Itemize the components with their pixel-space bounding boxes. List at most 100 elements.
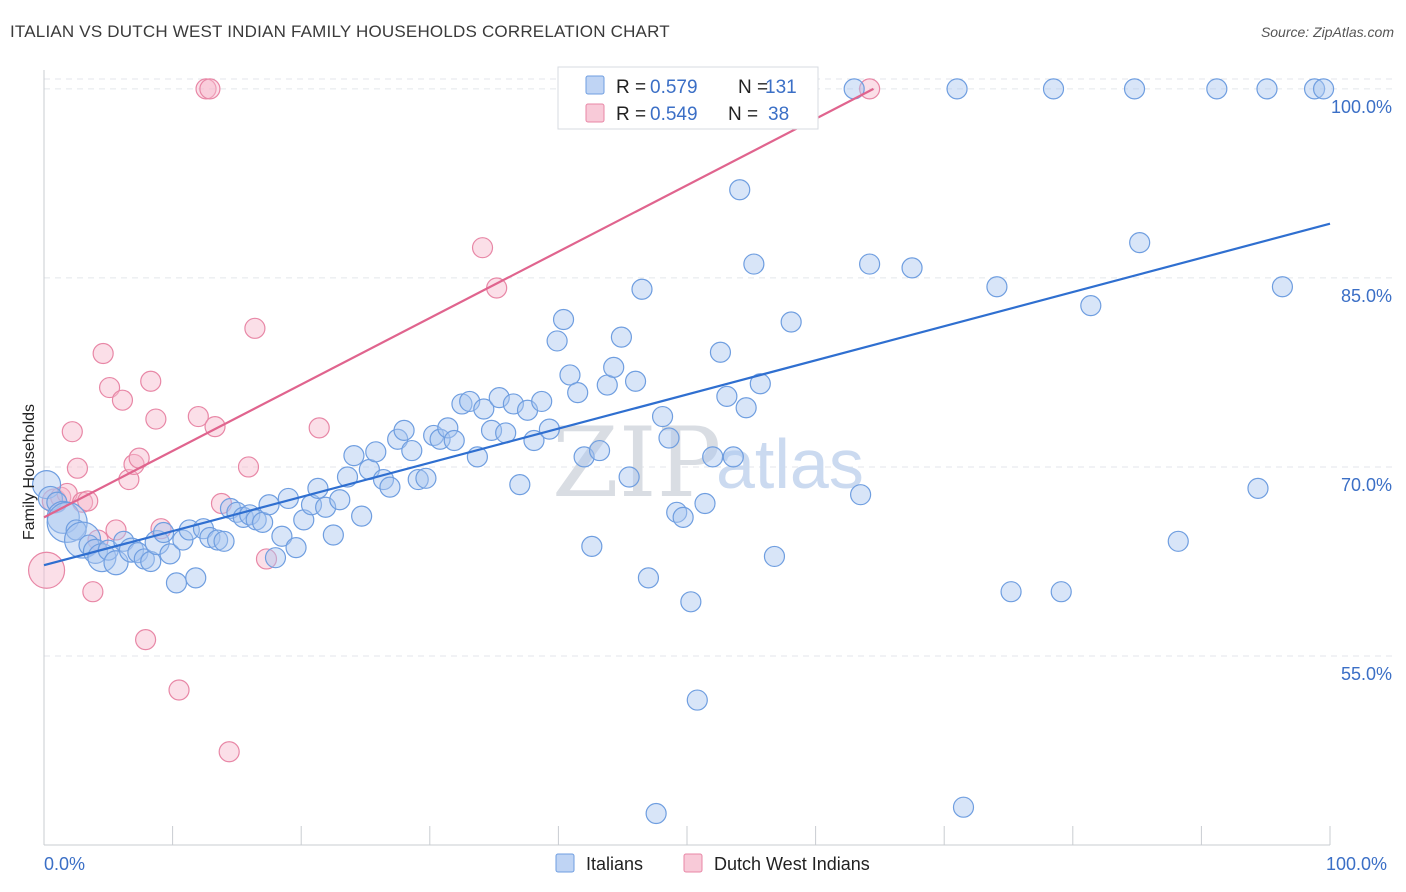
trend-lines [43,87,1331,567]
italians-point [199,526,221,549]
italians-point [952,796,975,818]
italians-point [415,467,437,489]
italians-point [336,466,359,488]
italians-point [702,446,724,468]
bottom-legend: Italians Dutch West Indians [555,853,870,874]
legend: R = 0.579 N = 131 R = 0.549 N = 38 [557,66,819,130]
italians-point [552,308,575,331]
italians-point [1247,477,1269,499]
italians-point [735,397,757,419]
y-tick-label: 85.0% [1341,286,1392,306]
italians-point [172,529,194,551]
italians-point [596,374,618,396]
italians-point [567,382,589,404]
dutch-west-indians-points [27,78,881,763]
italians-point [749,373,771,395]
legend-r-value-dutch: 0.549 [650,104,698,125]
dutch-west-indians-point [27,551,66,589]
italians-point [443,429,465,452]
dutch-west-indians-point [140,370,162,392]
italians-point [401,439,423,462]
dutch-west-indians-point [134,628,157,651]
italians-point [140,550,162,573]
italians-point [488,387,510,409]
italians-points [31,78,1335,825]
italians-point [252,511,274,533]
legend-r-label-italians: R = [616,77,646,98]
watermark-zip: ZIP [552,407,721,519]
italians-point [437,417,459,439]
y-axis-title: Family Households [21,404,38,540]
bottom-legend-label-dutch: Dutch West Indians [714,854,870,874]
dutch-west-indians-point [471,237,494,259]
italians-point [1271,276,1294,298]
italians-point [637,567,660,589]
italians-point [618,466,640,488]
legend-r-value-italians: 0.579 [650,77,698,98]
italians-point [946,78,968,100]
italians-point [780,311,802,333]
dutch-west-indians-point [168,679,190,701]
axes [43,70,1331,846]
y-tick-label: 55.0% [1341,664,1392,684]
dutch-west-indians-point [145,408,167,430]
italians-trend-line [43,222,1331,567]
dutch-west-indians-point [98,376,121,399]
watermark: ZIP atlas [552,407,864,519]
x-tick-label-max: 100.0% [1326,854,1387,874]
dutch-west-indians-point [61,421,83,443]
italians-point [502,393,524,415]
italians-point [672,506,694,528]
italians-point [645,802,667,825]
italians-point [1303,78,1326,100]
y-tick-labels: 55.0% 70.0% 85.0% 100.0% [1331,97,1392,684]
legend-n-value-italians: 131 [765,77,797,98]
italians-point [351,505,373,527]
italians-point [165,572,188,594]
legend-r-label-dutch: R = [616,104,646,125]
italians-point [185,567,207,589]
dutch-west-indians-point [218,741,240,763]
dutch-west-indians-point [255,548,278,570]
italians-point [729,179,751,201]
italians-point [763,545,786,568]
italians-point [716,385,738,407]
dutch-west-indians-point [105,519,127,541]
legend-swatch-italians [585,75,605,95]
dutch-west-indians-point [111,389,134,411]
italians-point [588,439,611,462]
italians-point [213,530,235,552]
legend-swatch-dutch [585,103,605,123]
bottom-legend-label-italians: Italians [586,854,643,874]
dutch-west-indians-point [82,581,104,603]
dutch-west-indians-trend-line [43,87,874,519]
dutch-west-indians-point [308,417,330,439]
italians-point [329,489,351,511]
italians-point [1042,78,1065,100]
italians-point [1129,232,1151,254]
italians-point [743,253,765,275]
italians-point [271,525,293,547]
italians-point [546,330,568,352]
italians-point [581,535,603,557]
italians-point [473,398,495,420]
italians-point [658,427,680,449]
italians-point [1167,530,1189,552]
italians-point [986,276,1008,298]
italians-point [680,591,702,613]
italians-point [850,484,872,506]
italians-point [407,468,429,491]
legend-n-label-dutch: N = [728,104,758,125]
italians-point [159,543,181,565]
italians-point [1312,78,1335,100]
italians-point [365,441,387,463]
italians-point [1080,295,1102,317]
italians-point [264,547,287,569]
italians-point [651,405,674,428]
legend-n-label-italians: N = [738,77,768,98]
x-tick-label-min: 0.0% [44,854,85,874]
dutch-west-indians-point [237,456,260,478]
italians-point [207,529,229,551]
italians-point [859,253,881,275]
italians-point [610,326,633,348]
